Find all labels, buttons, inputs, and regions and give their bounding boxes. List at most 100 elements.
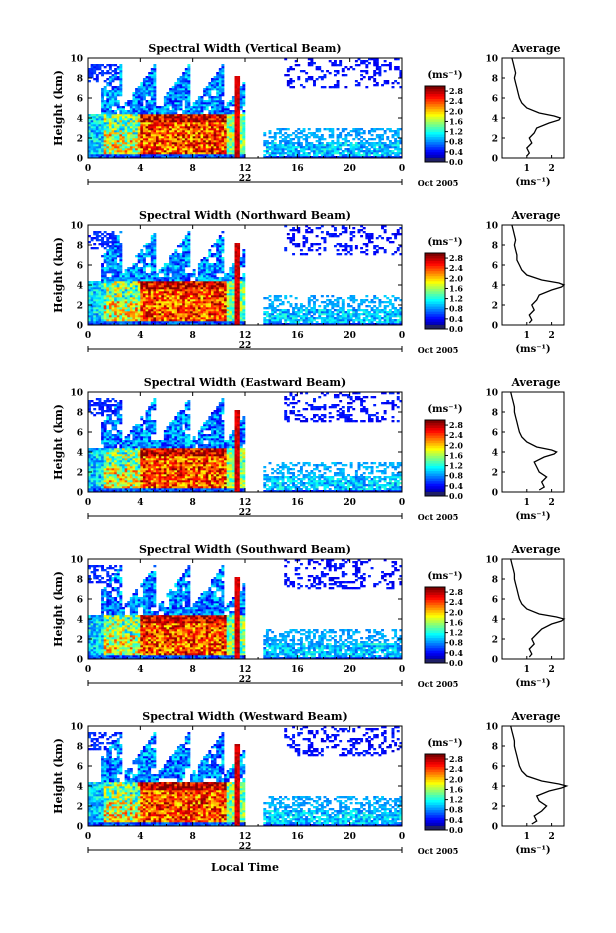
heatmap-cell xyxy=(219,255,222,257)
heatmap-cell xyxy=(237,255,240,257)
heatmap-cell xyxy=(167,128,170,130)
heatmap-cell xyxy=(148,140,151,142)
heatmap-cell xyxy=(214,271,217,273)
heatmap-cell xyxy=(153,110,156,112)
heatmap-cell xyxy=(151,150,154,152)
heatmap-cell xyxy=(112,243,115,245)
colorbar-tick-label: 0.4 xyxy=(449,147,463,157)
heatmap-cell xyxy=(198,293,201,295)
heatmap-cell xyxy=(174,301,177,303)
heatmap-cell xyxy=(114,255,117,257)
heatmap-cell xyxy=(122,303,125,305)
heatmap-cell xyxy=(350,152,353,154)
heatmap-cell xyxy=(177,146,180,148)
heatmap-cell xyxy=(316,144,319,146)
heatmap-cell xyxy=(227,144,230,146)
heatmap-cell xyxy=(206,154,209,156)
heatmap-cell xyxy=(229,273,232,275)
heatmap-cell xyxy=(201,275,204,277)
heatmap-cell xyxy=(221,138,224,140)
heatmap-cell xyxy=(237,313,240,315)
heatmap-cell xyxy=(151,257,154,259)
heatmap-cell xyxy=(125,120,128,122)
heatmap-cell xyxy=(214,243,217,245)
heatmap-cell xyxy=(91,281,94,283)
heatmap-cell xyxy=(240,293,243,295)
heatmap-cell xyxy=(114,128,117,130)
heatmap-cell xyxy=(151,134,154,136)
heatmap-cell xyxy=(242,134,245,136)
heatmap-cell xyxy=(177,130,180,132)
heatmap-cell xyxy=(182,281,185,283)
heatmap-cell xyxy=(172,295,175,297)
heatmap-cell xyxy=(198,126,201,128)
heatmap-cell xyxy=(214,279,217,281)
heatmap-cell xyxy=(219,293,222,295)
heatmap-cell xyxy=(190,116,193,118)
heatmap-cell xyxy=(117,315,120,317)
heatmap-cell xyxy=(185,243,188,245)
heatmap-cell xyxy=(308,78,311,80)
heatmap-cell xyxy=(112,261,115,263)
heatmap-cell xyxy=(164,311,167,313)
heatmap-cell xyxy=(153,251,156,253)
heatmap-cell xyxy=(138,120,141,122)
heatmap-cell xyxy=(187,150,190,152)
heatmap-cell xyxy=(190,301,193,303)
heatmap-cell xyxy=(216,299,219,301)
heatmap-cell xyxy=(135,150,138,152)
heatmap-cell xyxy=(235,271,238,273)
heatmap-cell xyxy=(203,124,206,126)
heatmap-cell xyxy=(240,128,243,130)
heatmap-cell xyxy=(365,72,368,74)
heatmap-cell xyxy=(216,263,219,265)
heatmap-cell xyxy=(313,80,316,82)
heatmap-cell xyxy=(135,136,138,138)
heatmap-cell xyxy=(98,299,101,301)
heatmap-cell xyxy=(98,64,101,66)
heatmap-cell xyxy=(201,120,204,122)
heatmap-cell xyxy=(127,293,130,295)
heatmap-cell xyxy=(190,291,193,293)
heatmap-cell xyxy=(242,291,245,293)
heatmap-cell xyxy=(237,144,240,146)
heatmap-cell xyxy=(98,142,101,144)
profile-frame xyxy=(502,58,564,158)
heatmap-cell xyxy=(216,96,219,98)
heatmap-cell xyxy=(177,289,180,291)
heatmap-cell xyxy=(219,128,222,130)
heatmap-cell xyxy=(187,247,190,249)
heatmap-cell xyxy=(232,126,235,128)
profile-y-tick-label: 8 xyxy=(492,75,498,85)
heatmap-cell xyxy=(240,120,243,122)
heatmap-cell xyxy=(235,152,238,154)
heatmap-cell xyxy=(114,96,117,98)
heatmap-cell xyxy=(180,305,183,307)
heatmap-cell xyxy=(180,291,183,293)
heatmap-cell xyxy=(125,291,128,293)
heatmap-cell xyxy=(339,62,342,64)
heatmap-cell xyxy=(169,315,172,317)
heatmap-cell xyxy=(208,116,211,118)
heatmap-cell xyxy=(119,80,122,82)
heatmap-cell xyxy=(132,303,135,305)
heatmap-cell xyxy=(143,267,146,269)
heatmap-cell xyxy=(195,112,198,114)
heatmap-cell xyxy=(219,114,222,116)
heatmap-cell xyxy=(182,122,185,124)
heatmap-cell xyxy=(206,257,209,259)
heatmap-cell xyxy=(190,309,193,311)
heatmap-cell xyxy=(373,80,376,82)
heatmap-cell xyxy=(211,295,214,297)
heatmap-cell xyxy=(358,144,361,146)
heatmap-cell xyxy=(132,295,135,297)
heatmap-cell xyxy=(143,297,146,299)
heatmap-cell xyxy=(104,136,107,138)
heatmap-cell xyxy=(167,136,170,138)
heatmap-cell xyxy=(182,311,185,313)
heatmap-cell xyxy=(182,118,185,120)
heatmap-cell xyxy=(117,245,120,247)
heatmap-cell xyxy=(240,307,243,309)
heatmap-cell xyxy=(365,150,368,152)
heatmap-cell xyxy=(339,134,342,136)
